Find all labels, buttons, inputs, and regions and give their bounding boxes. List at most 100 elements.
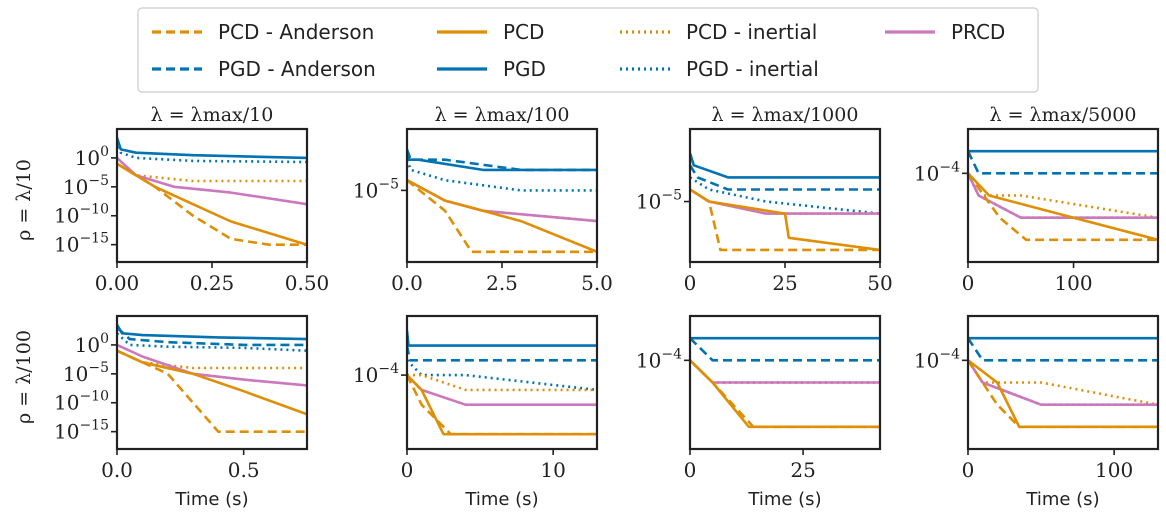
x-tick-label: 0.0	[391, 271, 423, 295]
series-line-pgd	[117, 137, 307, 160]
series-line-pcd-anderson	[117, 349, 307, 434]
series-line-pgd-inertial	[117, 332, 307, 352]
y-tick-label: 10−4	[636, 346, 682, 372]
x-tick-label: 0.50	[285, 271, 330, 295]
x-tick-label: 0	[962, 271, 975, 295]
x-axis-label: Time (s)	[464, 489, 538, 510]
y-tick-label: 10−15	[54, 231, 109, 257]
y-tick-label: 10−4	[914, 159, 960, 185]
y-tick-label: 100	[75, 331, 109, 357]
series-line-pgd	[690, 152, 880, 179]
y-tick-label: 10−4	[914, 346, 960, 372]
y-tick-label: 10−15	[54, 418, 109, 444]
x-tick-label: 0.0	[101, 458, 133, 482]
series-line-pcd-inertial	[117, 349, 307, 370]
panel-0-0: 0.00 0.25 0.50 100 10−5 10−10 10−15 λ = λmax/10	[54, 104, 329, 295]
legend-label: PRCD	[951, 20, 1005, 44]
panel-0-2: 0 25 50 10−5 λ = λmax/1000	[636, 104, 893, 295]
series-line-pcd-anderson	[407, 374, 597, 436]
row-label: ρ = λ/100	[13, 330, 35, 424]
series-line-pgd-anderson	[690, 337, 880, 362]
series-line-pgd-inertial	[117, 140, 307, 164]
series-line-pcd-inertial	[690, 359, 880, 384]
legend-label: PGD	[503, 57, 546, 81]
series-line-pgd-anderson	[968, 337, 1158, 362]
panel-title: λ = λmax/5000	[990, 104, 1137, 126]
series-group	[690, 152, 880, 252]
y-tick-label: 10−5	[353, 176, 399, 202]
y-tick-label: 10−5	[63, 360, 109, 386]
series-line-pgd-anderson	[407, 345, 597, 362]
x-tick-label: 25	[772, 271, 797, 295]
y-tick-label: 100	[75, 144, 109, 170]
panel-0-3: 0 100 10−4 λ = λmax/5000	[914, 104, 1160, 295]
y-tick-label: 10−10	[54, 389, 109, 415]
series-group	[968, 336, 1158, 429]
y-tick-label: 10−10	[54, 202, 109, 228]
series-group	[117, 137, 307, 246]
panel-0-1: 0.0 2.5 5.0 10−5 λ = λmax/100	[353, 104, 613, 295]
series-group	[117, 324, 307, 434]
series-line-pcd-inertial	[690, 188, 880, 215]
series-line-pcd-anderson	[968, 172, 1158, 242]
series-line-pcd	[690, 359, 880, 429]
legend-label: PCD - inertial	[686, 20, 817, 44]
series-line-pcd-anderson	[690, 359, 880, 429]
x-tick-label: 100	[1095, 458, 1133, 482]
series-line-pcd-anderson	[407, 179, 597, 254]
series-line-pgd	[117, 324, 307, 341]
y-tick-label: 10−4	[353, 361, 399, 387]
series-line-prcd	[968, 172, 1158, 219]
series-line-prcd	[968, 359, 1158, 407]
series-line-prcd	[690, 359, 880, 384]
series-group	[690, 336, 880, 429]
series-line-prcd	[117, 156, 307, 206]
x-axis-label: Time (s)	[747, 489, 821, 510]
axes-frame	[966, 314, 1160, 451]
x-tick-label: 10	[540, 458, 565, 482]
series-group	[968, 149, 1158, 242]
axes-frame	[115, 127, 309, 264]
x-tick-label: 2.5	[486, 271, 518, 295]
panel-title: λ = λmax/1000	[712, 104, 859, 126]
x-tick-label: 25	[790, 458, 815, 482]
series-line-pcd-anderson	[690, 188, 880, 252]
series-line-pcd-anderson	[117, 162, 307, 246]
series-group	[407, 149, 597, 254]
axes-frame	[115, 314, 309, 451]
x-tick-label: 0.00	[95, 271, 140, 295]
series-line-pcd	[407, 179, 597, 254]
series-line-prcd	[690, 188, 880, 215]
series-line-pgd-inertial	[690, 359, 880, 384]
series-group	[407, 330, 597, 436]
x-tick-label: 0	[684, 271, 697, 295]
legend: PCD - Anderson PCD PCD - inertial PRCD PGD -…	[137, 7, 1039, 93]
legend-label: PGD - Anderson	[218, 57, 376, 81]
x-tick-label: 0	[962, 458, 975, 482]
legend-label: PCD - Anderson	[218, 20, 374, 44]
panel-1-3: 0 100 10−4 Time (s)	[914, 314, 1160, 510]
panel-title: λ = λmax/100	[435, 104, 570, 126]
panel-1-0: 0.0 0.5 100 10−5 10−10 10−15 Time (s)	[54, 314, 309, 510]
series-line-pgd-anderson	[690, 164, 880, 191]
x-axis-label: Time (s)	[174, 489, 248, 510]
x-tick-label: 0	[401, 458, 414, 482]
panel-1-2: 0 25 10−4 Time (s)	[636, 314, 882, 510]
x-tick-label: 0.5	[228, 458, 260, 482]
series-line-pgd-inertial	[690, 176, 880, 215]
series-line-pcd-inertial	[407, 373, 597, 392]
series-line-pcd	[968, 359, 1158, 429]
axes-frame	[688, 314, 882, 451]
series-line-pcd-anderson	[968, 359, 1158, 429]
x-tick-label: 0.25	[190, 271, 235, 295]
series-line-pgd-inertial	[407, 159, 597, 192]
x-axis-label: Time (s)	[1025, 489, 1099, 510]
row-label: ρ = λ/10	[13, 159, 35, 241]
y-tick-label: 10−5	[63, 173, 109, 199]
series-line-pgd-inertial	[407, 359, 597, 392]
legend-label: PGD - inertial	[686, 57, 819, 81]
series-line-pgd	[407, 330, 597, 347]
series-line-pgd-anderson	[968, 150, 1158, 175]
